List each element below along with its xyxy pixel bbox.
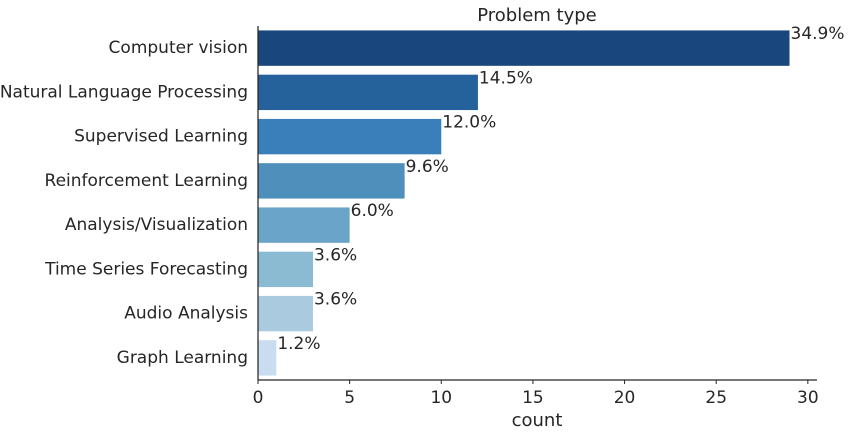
x-tick-label: 30 (797, 388, 819, 408)
bar (258, 163, 405, 199)
category-label: Audio Analysis (124, 304, 248, 324)
data-label: 14.5% (479, 68, 533, 88)
x-tick-label: 20 (614, 388, 636, 408)
category-label: Computer vision (109, 38, 248, 58)
bar (258, 251, 313, 288)
chart-title: Problem type (477, 5, 597, 26)
x-tick-label: 15 (522, 388, 544, 408)
data-label: 12.0% (442, 113, 496, 133)
category-label: Graph Learning (117, 348, 248, 368)
bar (258, 30, 790, 66)
bar (258, 118, 442, 155)
x-tick-label: 25 (705, 388, 727, 408)
bars-layer (258, 30, 790, 376)
data-label: 3.6% (314, 290, 357, 310)
bar (258, 340, 277, 376)
category-label: Analysis/Visualization (65, 215, 248, 235)
x-tick-label: 10 (430, 388, 452, 408)
x-tick-label: 5 (344, 388, 355, 408)
category-label: Supervised Learning (74, 127, 248, 147)
category-label: Time Series Forecasting (44, 259, 248, 279)
bar (258, 207, 350, 243)
bar (258, 74, 478, 111)
data-label: 1.2% (277, 334, 320, 354)
labels-layer: Computer vision 34.9% Natural Language Pro… (0, 24, 845, 368)
category-label: Reinforcement Learning (45, 171, 248, 191)
data-label: 9.6% (406, 157, 449, 177)
data-label: 3.6% (314, 245, 357, 265)
x-ticks-layer: 0 5 10 15 20 25 30 (253, 380, 819, 408)
category-label: Natural Language Processing (0, 82, 248, 102)
x-tick-label: 0 (253, 388, 264, 408)
data-label: 6.0% (351, 201, 394, 221)
x-axis-title: count (512, 410, 563, 431)
data-label: 34.9% (791, 24, 845, 44)
bar (258, 295, 313, 332)
